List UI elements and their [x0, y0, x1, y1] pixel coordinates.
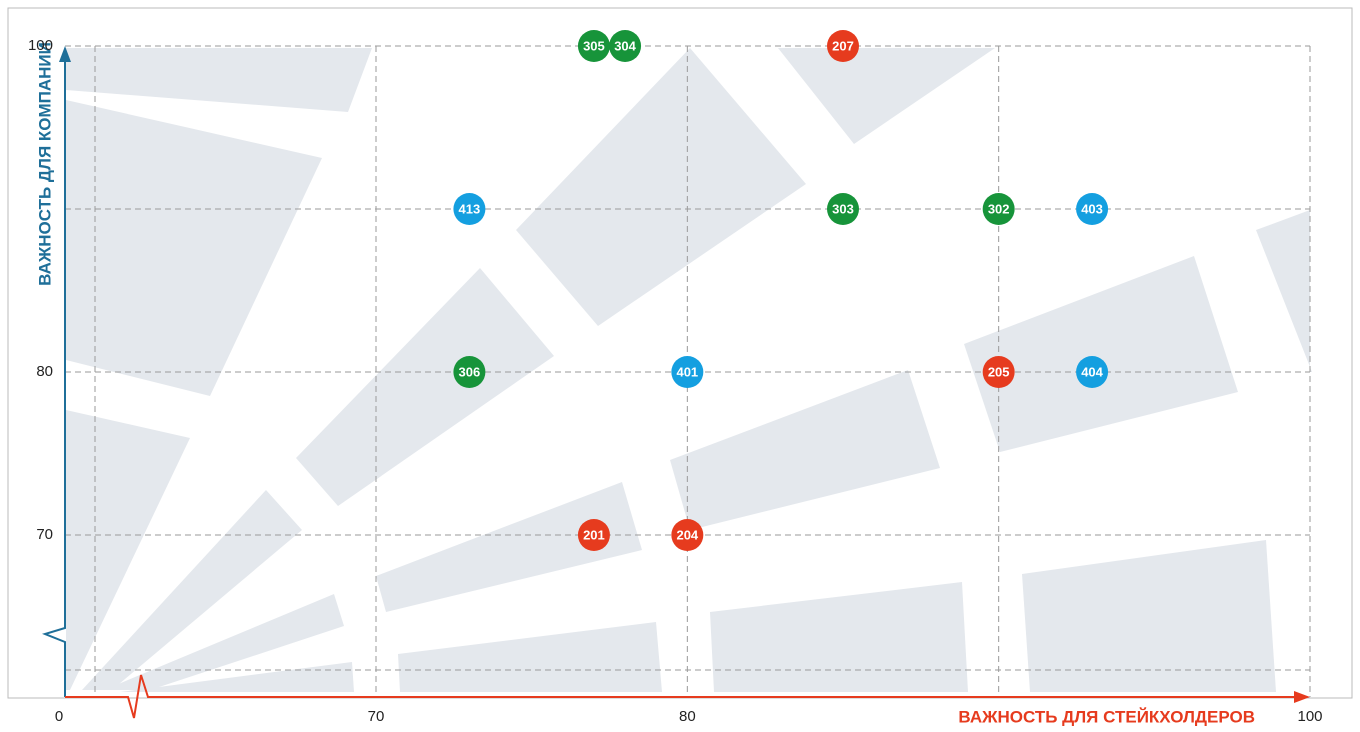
point-label: 403 — [1081, 201, 1103, 216]
point — [982, 356, 1015, 388]
background-map — [66, 48, 1312, 692]
point — [827, 30, 859, 62]
x-tick-label: 0 — [55, 708, 63, 725]
x-tick-label: 80 — [679, 708, 696, 725]
y-tick-label: 100 — [28, 37, 53, 54]
y-tick-label: 70 — [36, 526, 53, 543]
point-label: 401 — [676, 364, 698, 379]
point-label: 404 — [1081, 364, 1103, 379]
x-arrow — [1294, 691, 1310, 703]
point — [671, 356, 704, 388]
point — [453, 356, 486, 388]
point-label: 306 — [459, 364, 481, 379]
x-tick-label: 100 — [1297, 708, 1322, 725]
point-label: 205 — [988, 364, 1010, 379]
point-label: 413 — [459, 201, 481, 216]
point — [609, 30, 642, 62]
y-arrow — [59, 46, 71, 62]
point-label: 201 — [583, 527, 605, 542]
point — [827, 193, 859, 225]
point — [1076, 356, 1109, 388]
point — [1076, 193, 1109, 225]
point-label: 303 — [832, 201, 854, 216]
point — [671, 519, 704, 551]
point-label: 204 — [676, 527, 698, 542]
x-axis-label: ВАЖНОСТЬ ДЛЯ СТЕЙКХОЛДЕРОВ — [958, 707, 1255, 726]
point-label: 304 — [614, 38, 636, 53]
x-tick-label: 70 — [368, 708, 385, 725]
y-axis-label: ВАЖНОСТЬ ДЛЯ КОМПАНИИ — [35, 42, 54, 286]
y-tick-label: 80 — [36, 363, 53, 380]
point-label: 302 — [988, 201, 1010, 216]
x-axis — [65, 674, 1296, 719]
point — [577, 30, 610, 62]
point-label: 207 — [832, 38, 854, 53]
y-axis — [41, 60, 66, 697]
point — [453, 193, 486, 225]
point — [577, 519, 610, 551]
point — [982, 193, 1015, 225]
point-label: 305 — [583, 38, 605, 53]
